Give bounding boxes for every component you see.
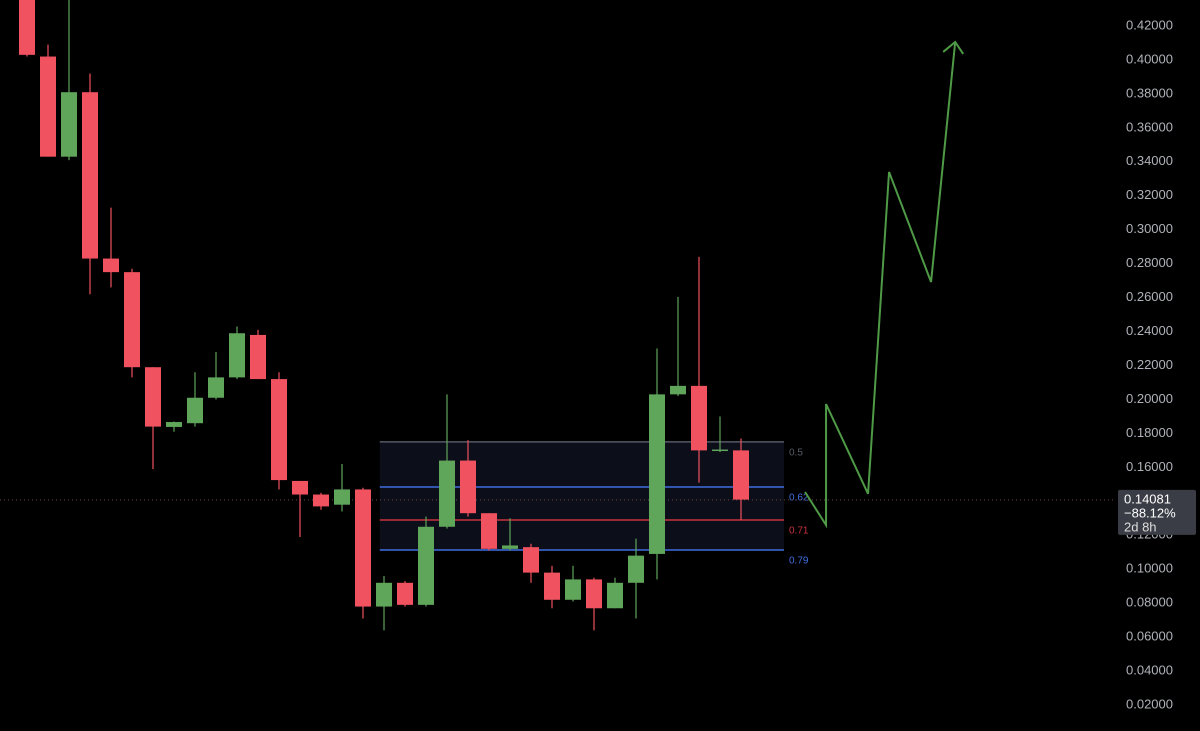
y-tick-label: 0.02000 — [1126, 696, 1173, 711]
y-tick-label: 0.10000 — [1126, 561, 1173, 576]
y-tick-label: 0.40000 — [1126, 51, 1173, 66]
candle-body — [670, 385, 686, 395]
price-box — [1118, 489, 1196, 535]
candle-body — [229, 333, 245, 378]
y-tick-label: 0.20000 — [1126, 391, 1173, 406]
candle-body — [19, 0, 35, 55]
projection-line — [804, 41, 957, 529]
candle-body — [271, 379, 287, 481]
y-tick-label: 0.04000 — [1126, 663, 1173, 678]
y-tick-label: 0.28000 — [1126, 255, 1173, 270]
price-label: 0.14081 — [1124, 491, 1171, 506]
y-tick-label: 0.30000 — [1126, 221, 1173, 236]
y-tick-label: 0.26000 — [1126, 289, 1173, 304]
candle-body — [145, 367, 161, 427]
y-tick-label: 0.32000 — [1126, 187, 1173, 202]
y-tick-label: 0.08000 — [1126, 595, 1173, 610]
fib-label: 0.71 — [789, 526, 809, 537]
candle-body — [523, 547, 539, 573]
candle-body — [439, 460, 455, 527]
candle-body — [712, 449, 728, 452]
candle-body — [124, 272, 140, 368]
countdown-label: 2d 8h — [1124, 519, 1157, 534]
candle-body — [61, 92, 77, 157]
candle-body — [502, 545, 518, 549]
candle-body — [166, 422, 182, 427]
candle-body — [565, 579, 581, 600]
y-tick-label: 0.36000 — [1126, 119, 1173, 134]
y-tick-label: 0.16000 — [1126, 459, 1173, 474]
fib-label: 0.62 — [789, 493, 809, 504]
candle-body — [691, 385, 707, 451]
change-label: −88.12% — [1124, 505, 1176, 520]
candle-body — [586, 579, 602, 609]
candle-body — [607, 582, 623, 609]
y-tick-label: 0.34000 — [1126, 153, 1173, 168]
y-tick-label: 0.42000 — [1126, 17, 1173, 32]
candle-body — [334, 489, 350, 505]
candle-body — [250, 334, 266, 380]
candle-body — [313, 494, 329, 507]
candle-body — [355, 489, 371, 607]
candle-body — [649, 394, 665, 554]
candle-body — [397, 582, 413, 605]
candle-body — [208, 377, 224, 398]
fib-label: 0.5 — [789, 448, 803, 459]
candle-body — [628, 555, 644, 583]
candle-body — [733, 450, 749, 500]
y-tick-label: 0.06000 — [1126, 629, 1173, 644]
candle-body — [544, 572, 560, 600]
y-tick-label: 0.18000 — [1126, 425, 1173, 440]
candle-body — [187, 397, 203, 424]
y-tick-label: 0.24000 — [1126, 323, 1173, 338]
y-tick-label: 0.22000 — [1126, 357, 1173, 372]
candle-body — [82, 92, 98, 259]
candle-body — [292, 480, 308, 495]
candle-body — [460, 460, 476, 514]
candle-body — [103, 258, 119, 273]
projection-arrowhead — [942, 40, 965, 55]
candle-body — [418, 526, 434, 605]
y-tick-label: 0.38000 — [1126, 85, 1173, 100]
candle-body — [40, 56, 56, 157]
candle-body — [376, 582, 392, 607]
candle-body — [481, 513, 497, 549]
fib-label: 0.79 — [789, 556, 809, 567]
